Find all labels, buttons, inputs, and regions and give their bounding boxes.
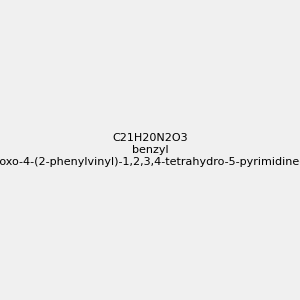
Text: C21H20N2O3
benzyl 6-methyl-2-oxo-4-(2-phenylvinyl)-1,2,3,4-tetrahydro-5-pyrimidi: C21H20N2O3 benzyl 6-methyl-2-oxo-4-(2-ph… (0, 134, 300, 166)
